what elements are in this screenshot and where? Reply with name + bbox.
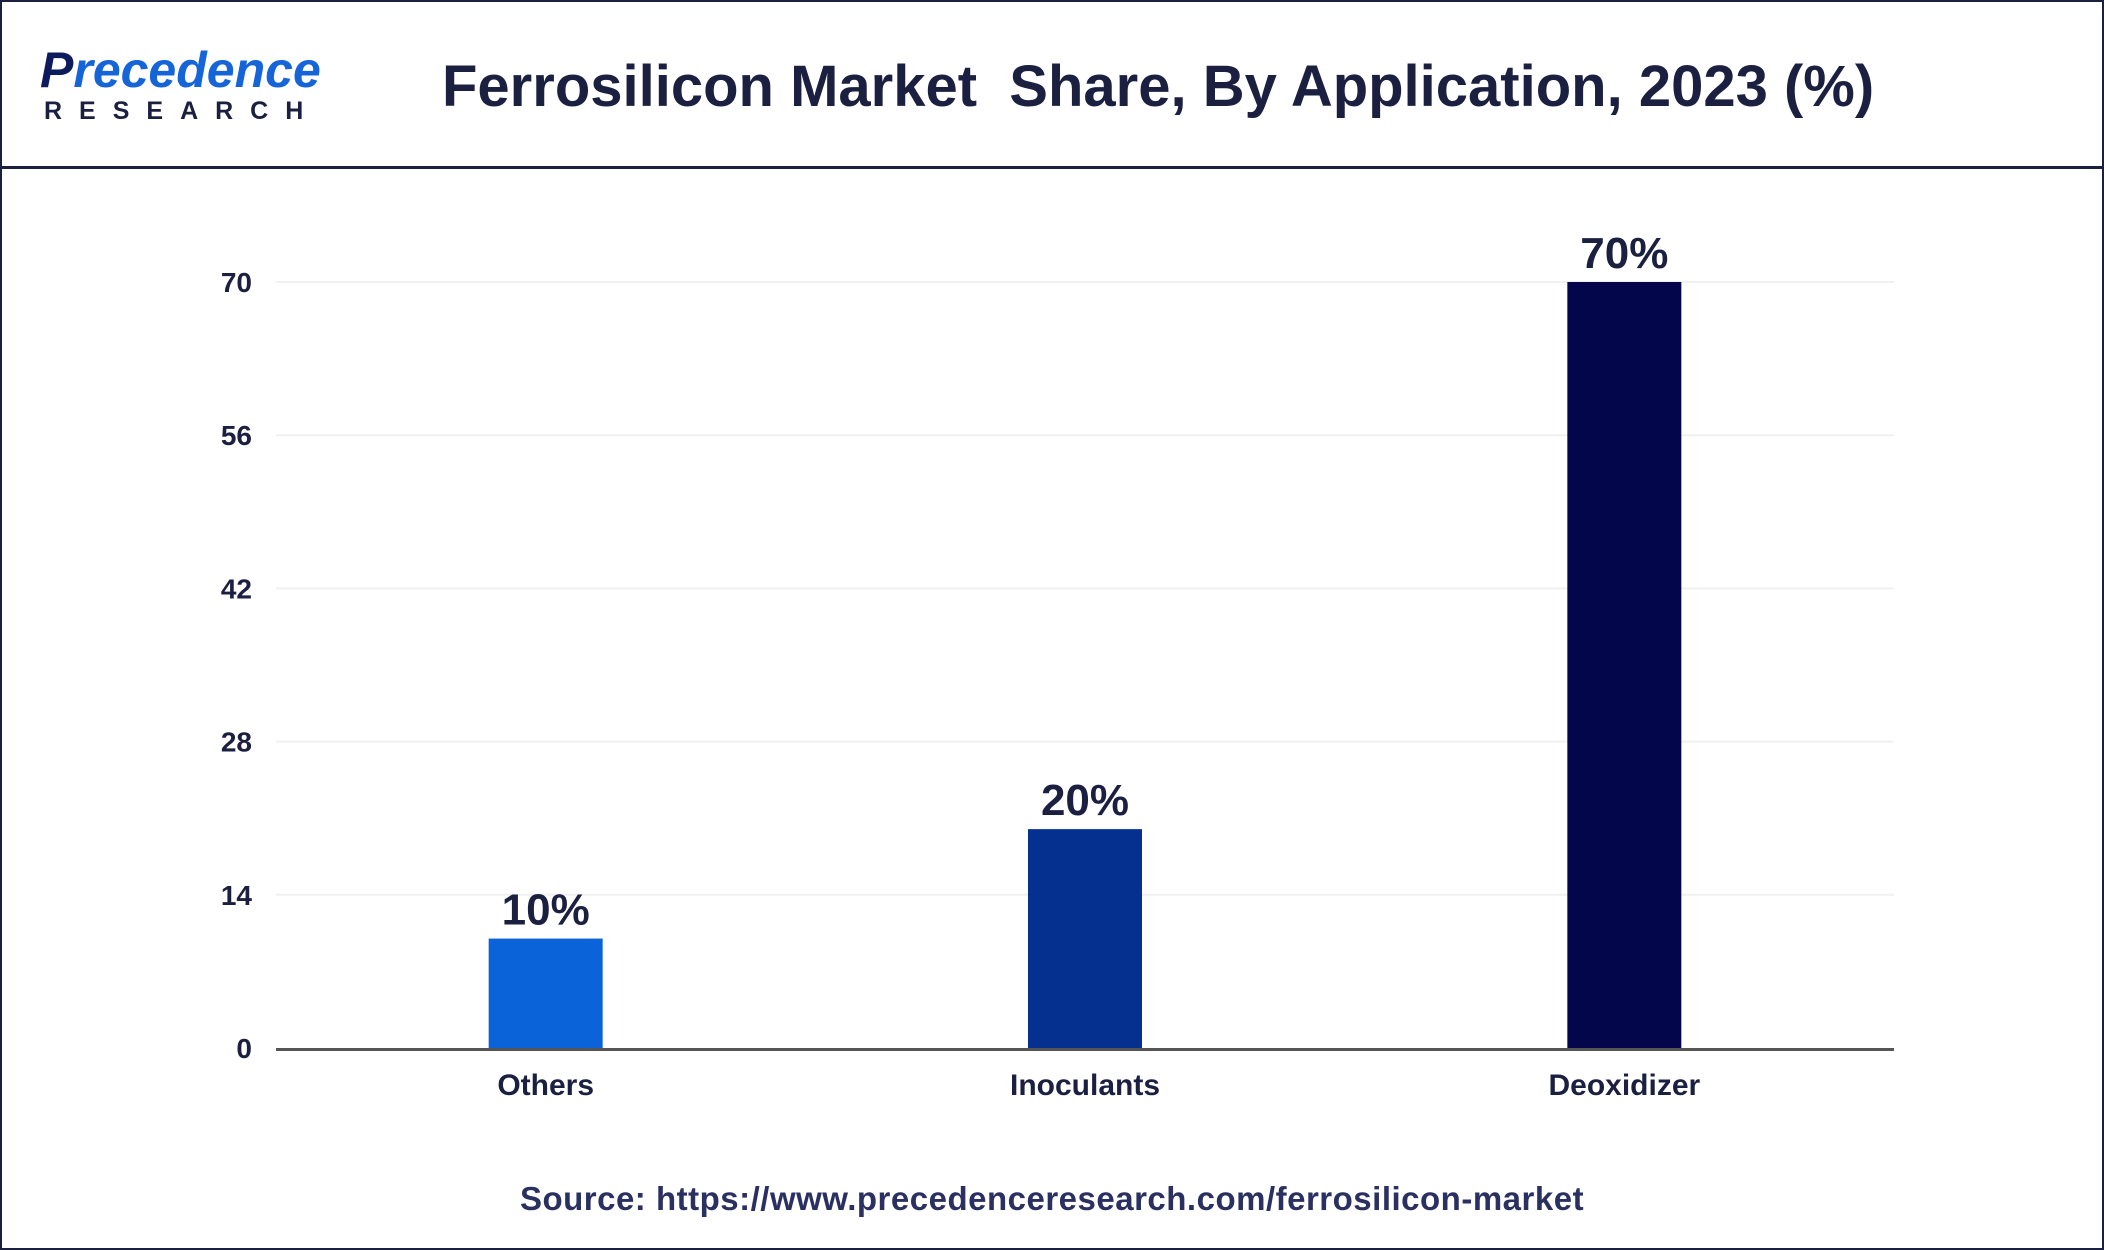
y-tick-label-28: 28 bbox=[221, 727, 252, 758]
logo-wordmark: Precedence bbox=[40, 42, 321, 98]
header: Precedence RESEARCH Ferrosilicon Market … bbox=[2, 2, 2102, 169]
chart-title: Ferrosilicon Market Share, By Applicatio… bbox=[442, 54, 1875, 119]
y-tick-label-70: 70 bbox=[221, 267, 252, 298]
bar-inoculants bbox=[1028, 829, 1142, 1048]
data-label-inoculants: 20% bbox=[1041, 776, 1129, 825]
data-label-deoxidizer: 70% bbox=[1580, 229, 1668, 278]
y-tick-label-0: 0 bbox=[236, 1033, 252, 1064]
logo-subtitle: RESEARCH bbox=[44, 97, 321, 125]
source-note: Source: https://www.precedenceresearch.c… bbox=[519, 1180, 1585, 1217]
x-tick-label-others: Others bbox=[497, 1069, 594, 1102]
bar-deoxidizer bbox=[1567, 282, 1682, 1048]
logo-wordmark-rest: recedence bbox=[73, 42, 321, 98]
precedence-research-logo: Precedence RESEARCH bbox=[40, 42, 340, 124]
x-tick-label-inoculants: Inoculants bbox=[1010, 1069, 1160, 1102]
data-label-others: 10% bbox=[502, 886, 590, 935]
y-tick-label-14: 14 bbox=[221, 880, 253, 911]
x-tick-label-deoxidizer: Deoxidizer bbox=[1548, 1069, 1700, 1102]
logo-lead-letter: P bbox=[40, 42, 74, 98]
y-tick-label-42: 42 bbox=[221, 573, 252, 604]
y-tick-label-56: 56 bbox=[221, 420, 252, 451]
bar-others bbox=[488, 938, 603, 1048]
